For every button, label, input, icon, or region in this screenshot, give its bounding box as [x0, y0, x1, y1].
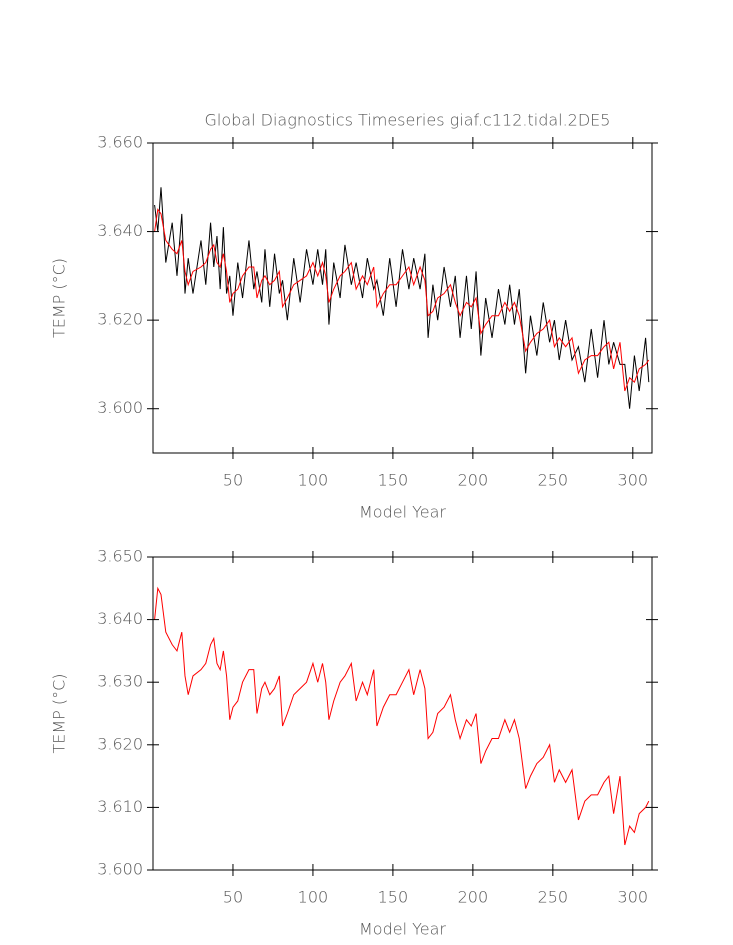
series-line — [154, 187, 650, 409]
plot-frame — [152, 142, 653, 454]
y-tick-label: 3.600 — [97, 860, 143, 879]
x-tick-label: 100 — [298, 471, 329, 490]
x-tick-label: 200 — [458, 471, 489, 490]
series-line — [154, 586, 650, 846]
chart-title: Global Diagnostics Timeseries giaf.c112.… — [205, 111, 611, 130]
y-tick-label: 3.630 — [97, 672, 143, 691]
x-tick-label: 300 — [618, 888, 649, 907]
x-tick-label: 200 — [458, 888, 489, 907]
plot-frame — [152, 556, 653, 871]
y-tick-label: 3.660 — [97, 133, 143, 152]
x-tick-label: 300 — [618, 471, 649, 490]
x-tick-label: 100 — [298, 888, 329, 907]
y-tick-label: 3.640 — [97, 609, 143, 628]
x-tick-label: 150 — [378, 471, 409, 490]
x-axis-label: Model Year — [359, 503, 446, 522]
y-tick-label: 3.640 — [97, 221, 143, 240]
y-tick-label: 3.600 — [97, 398, 143, 417]
y-tick-label: 3.610 — [97, 797, 143, 816]
x-tick-label: 250 — [538, 471, 569, 490]
x-tick-label: 250 — [538, 888, 569, 907]
x-tick-label: 50 — [223, 471, 243, 490]
x-axis-label: Model Year — [359, 920, 446, 939]
x-tick-label: 150 — [378, 888, 409, 907]
y-axis-label: TEMP (°C) — [50, 673, 69, 753]
x-tick-label: 50 — [223, 888, 243, 907]
y-axis-label: TEMP (°C) — [50, 258, 69, 338]
y-tick-label: 3.620 — [97, 310, 143, 329]
y-tick-label: 3.650 — [97, 547, 143, 566]
series-line — [154, 208, 650, 392]
y-tick-label: 3.620 — [97, 734, 143, 753]
